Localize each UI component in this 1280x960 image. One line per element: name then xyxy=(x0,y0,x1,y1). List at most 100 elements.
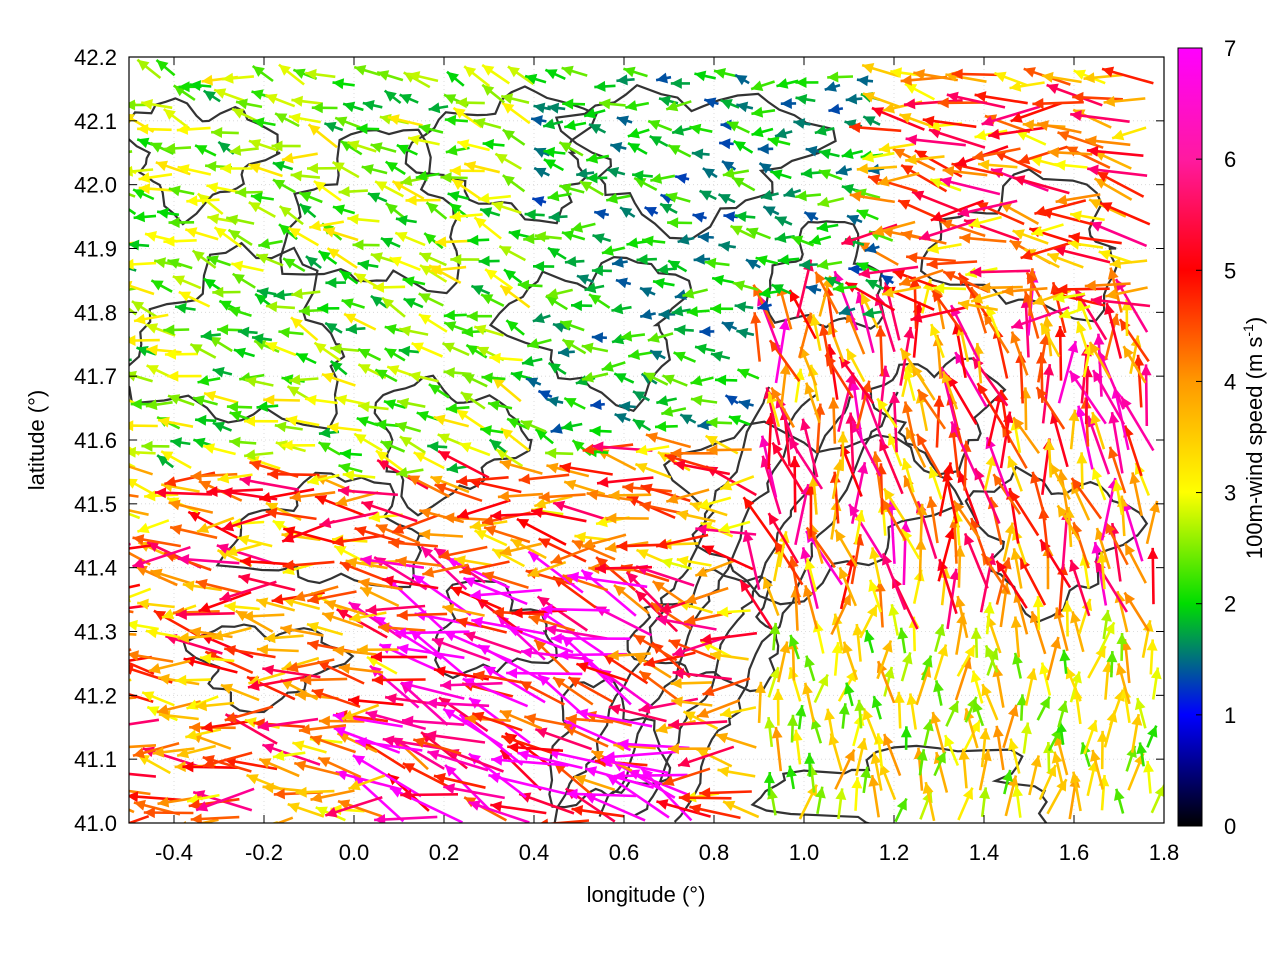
wind-vector-head xyxy=(746,259,759,270)
wind-vector-head xyxy=(434,483,447,494)
wind-vector xyxy=(793,118,811,129)
wind-vector xyxy=(533,494,573,509)
wind-vector xyxy=(298,191,323,204)
wind-vector-head xyxy=(678,792,690,804)
wind-vector-head xyxy=(282,532,295,543)
wind-vector-head xyxy=(914,150,928,161)
wind-vector-head xyxy=(280,624,293,636)
wind-vector-head xyxy=(319,517,332,529)
wind-vector-head xyxy=(567,571,579,583)
wind-vector-head xyxy=(871,696,883,709)
wind-vector xyxy=(129,744,157,749)
wind-vector-head xyxy=(397,643,409,655)
wind-vector-shaft xyxy=(129,808,135,814)
wind-vector-head xyxy=(318,757,331,768)
wind-vector xyxy=(418,252,447,267)
wind-vector-head xyxy=(137,522,150,534)
wind-vector xyxy=(501,101,531,125)
wind-vector xyxy=(361,164,388,175)
wind-vector-head xyxy=(545,69,558,80)
wind-vector-head xyxy=(456,617,469,628)
wind-vector xyxy=(992,326,1009,379)
wind-vector xyxy=(871,695,883,720)
wind-vector-head xyxy=(313,181,326,192)
wind-vector-head xyxy=(382,735,395,747)
wind-vector-head xyxy=(662,374,675,385)
wind-vector xyxy=(1070,110,1130,123)
wind-vector-head xyxy=(235,610,248,622)
wind-vector xyxy=(627,349,653,360)
wind-vector xyxy=(1112,479,1124,516)
wind-vector xyxy=(433,772,486,789)
wind-vector xyxy=(352,239,380,251)
wind-vector xyxy=(239,556,295,568)
wind-vector xyxy=(141,440,170,452)
wind-vector-head xyxy=(137,598,149,610)
wind-vector-head xyxy=(188,511,201,522)
wind-vector-head xyxy=(576,168,588,179)
wind-vector xyxy=(167,394,195,407)
wind-vector xyxy=(545,447,574,459)
wind-vector-head xyxy=(370,252,383,263)
wind-vector xyxy=(281,152,318,164)
wind-vector-shaft xyxy=(576,710,653,728)
wind-vector xyxy=(195,578,244,595)
wind-vector xyxy=(632,390,651,402)
wind-vector xyxy=(734,211,756,223)
wind-vector-head xyxy=(275,113,288,124)
wind-vector-head xyxy=(939,567,951,579)
wind-vector-head xyxy=(786,765,797,778)
wind-vector-head xyxy=(607,649,619,661)
wind-vector-head xyxy=(854,510,866,522)
wind-vector-head xyxy=(884,488,895,501)
wind-vector-head xyxy=(951,305,961,318)
wind-vector-shaft xyxy=(129,462,136,469)
wind-vector xyxy=(264,93,296,108)
wind-vector xyxy=(667,217,693,229)
wind-vector-head xyxy=(706,444,718,456)
wind-vector-head xyxy=(1123,346,1134,359)
wind-vector-head xyxy=(985,645,996,658)
wind-vector-head xyxy=(428,102,441,114)
wind-vector xyxy=(427,749,489,772)
wind-vector-head xyxy=(508,229,521,240)
wind-vector-head xyxy=(1061,600,1073,612)
wind-vector xyxy=(963,532,989,589)
wind-vector-head xyxy=(667,743,679,755)
wind-vector-head xyxy=(559,462,572,474)
wind-vector-head xyxy=(510,539,523,550)
wind-vector-head xyxy=(930,712,941,725)
wind-vector xyxy=(879,763,897,801)
wind-vector-head xyxy=(189,80,201,91)
wind-vector-head xyxy=(1012,785,1023,797)
wind-vector xyxy=(1118,318,1150,363)
wind-vector-head xyxy=(220,163,232,174)
wind-vector xyxy=(282,559,335,571)
wind-vector-head xyxy=(1101,610,1112,622)
wind-vector-head xyxy=(389,256,402,267)
wind-vector xyxy=(1069,210,1105,222)
wind-vector xyxy=(370,294,388,309)
wind-vector-head xyxy=(683,711,696,722)
wind-vector-head xyxy=(357,259,370,271)
wind-vector xyxy=(418,292,444,307)
wind-vector-head xyxy=(1002,285,1014,297)
wind-vector-head xyxy=(550,553,563,565)
wind-vector-head xyxy=(517,749,530,761)
wind-vector xyxy=(777,254,800,266)
wind-vector xyxy=(1007,455,1023,492)
wind-vector xyxy=(420,545,468,591)
wind-vector-head xyxy=(643,372,656,383)
wind-vectors xyxy=(129,58,1164,823)
wind-vector-head xyxy=(738,399,751,410)
wind-vector xyxy=(510,538,547,560)
wind-vector xyxy=(625,100,650,111)
wind-vector xyxy=(267,468,320,480)
wind-vector-head xyxy=(129,619,138,631)
wind-vector xyxy=(951,68,1003,80)
wind-vector xyxy=(524,209,545,221)
wind-vector xyxy=(881,285,922,298)
wind-vector xyxy=(206,182,239,194)
wind-vector xyxy=(581,342,609,354)
wind-vector-head xyxy=(1119,319,1131,332)
